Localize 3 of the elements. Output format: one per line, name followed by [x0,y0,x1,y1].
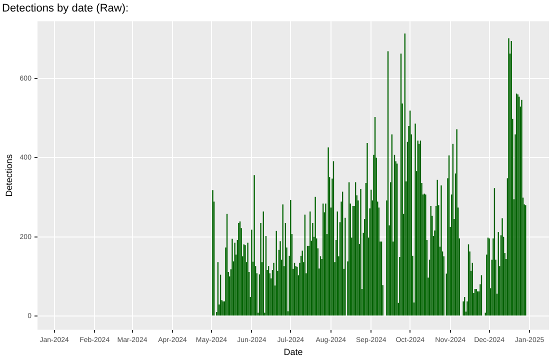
x-axis-title: Date [284,347,303,358]
y-axis-title: Detections [4,154,14,197]
chart-title: Detections by date (Raw): [2,2,129,15]
